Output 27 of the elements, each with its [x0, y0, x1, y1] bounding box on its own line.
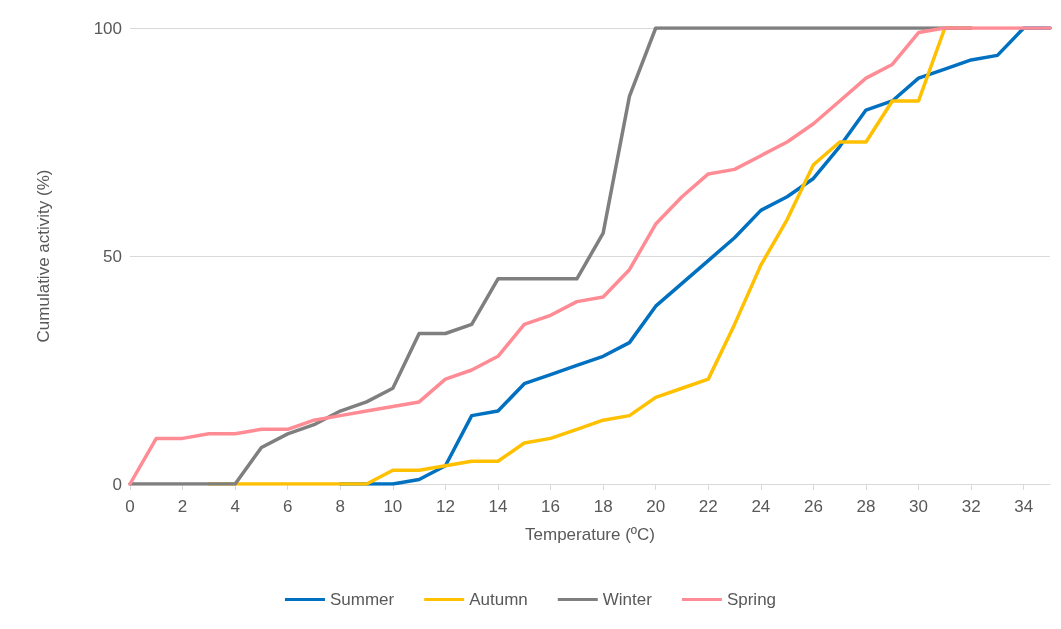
x-tick-label: 22	[698, 497, 718, 516]
x-tick-label: 8	[335, 497, 346, 516]
x-tick-label: 30	[909, 497, 929, 516]
y-tick-label: 100	[93, 18, 122, 38]
x-tick-label: 32	[961, 497, 981, 516]
x-tick-label: 16	[541, 497, 561, 516]
legend-label: Winter	[602, 590, 653, 609]
x-tick-label: 10	[383, 497, 403, 516]
x-tick-label: 4	[230, 497, 240, 516]
x-tick-label: 26	[803, 497, 823, 516]
x-tick-label: 12	[435, 497, 455, 516]
x-tick-label: 6	[282, 497, 293, 516]
x-tick-label: 20	[646, 497, 666, 516]
legend-label: Autumn	[469, 590, 528, 609]
y-tick-label: 0	[112, 474, 122, 494]
x-tick-label: 18	[593, 497, 613, 516]
y-tick-label: 50	[103, 246, 122, 266]
legend-label: Summer	[329, 590, 395, 609]
x-tick-label: 24	[751, 497, 771, 516]
x-tick-label: 14	[488, 497, 508, 516]
x-axis-title: Temperature (ºC)	[525, 525, 655, 544]
x-tick-label: 28	[856, 497, 876, 516]
legend-label: Spring	[726, 590, 777, 609]
y-axis-title: Cumulative activity (%)	[34, 169, 53, 343]
x-tick-label: 0	[125, 497, 135, 516]
x-tick-label: 34	[1014, 497, 1034, 516]
x-tick-label: 2	[177, 497, 188, 516]
